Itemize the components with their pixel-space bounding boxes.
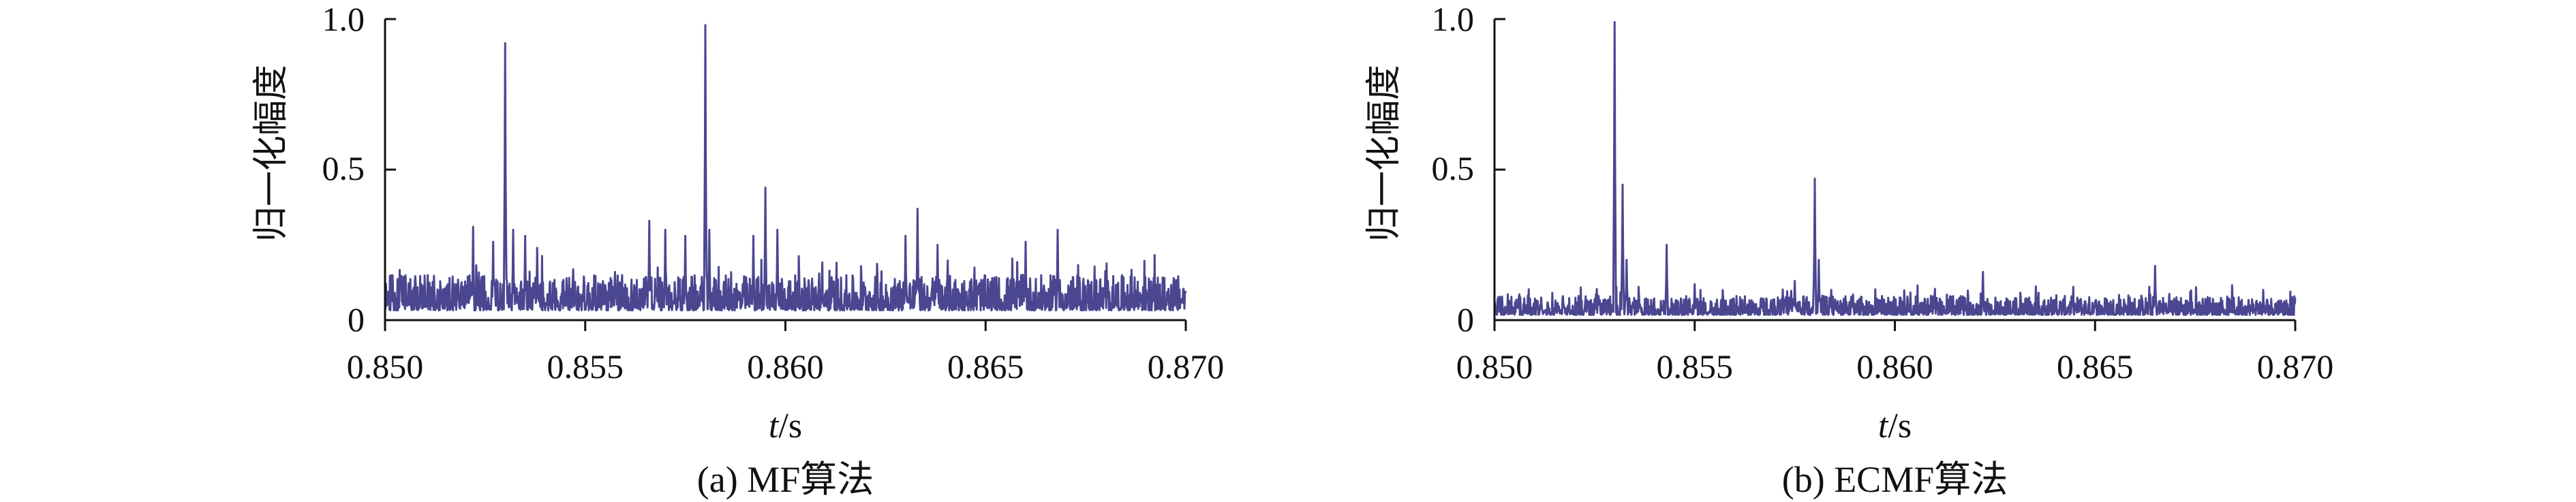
x-axis-title-a: t/s: [769, 407, 802, 445]
y-tick-label: 1.0: [1432, 0, 1475, 38]
x-tick-label: 0.860: [747, 347, 824, 386]
x-tick-label: 0.850: [347, 347, 424, 386]
x-tick-label: 0.855: [1657, 347, 1734, 386]
series-trace: [384, 24, 1187, 312]
y-tick-label: 0: [348, 300, 365, 339]
x-axis-title-b: t/s: [1878, 407, 1912, 445]
series-line-mf: [384, 24, 1187, 312]
y-tick-label: 1.0: [322, 0, 365, 38]
caption-a: (a) MF算法: [697, 459, 874, 500]
y-axis-title-a: 归一化幅度: [252, 65, 291, 242]
subplot-ecmf: 归一化幅度 1.0 0.5 0 0.850 0.855 0.860 0.865 …: [1365, 0, 2333, 500]
caption-b: (b) ECMF算法: [1782, 459, 2008, 500]
series-trace: [1493, 20, 2297, 316]
y-tick-label: 0.5: [322, 149, 365, 187]
x-tick-label: 0.870: [2257, 347, 2334, 386]
subplot-mf: 归一化幅度 1.0 0.5 0 0.850 0.855 0.860 0.865 …: [252, 0, 1224, 500]
y-tick-label: 0.5: [1432, 149, 1475, 187]
x-tick-label: 0.865: [2057, 347, 2134, 386]
x-tick-label: 0.865: [947, 347, 1024, 386]
y-axis-title-b: 归一化幅度: [1365, 65, 1404, 242]
x-tick-label: 0.850: [1456, 347, 1533, 386]
x-tick-label: 0.860: [1856, 347, 1933, 386]
y-tick-label: 0: [1457, 300, 1474, 339]
x-tick-label: 0.855: [547, 347, 624, 386]
series-line-ecmf: [1493, 20, 2297, 316]
x-tick-label: 0.870: [1148, 347, 1225, 386]
